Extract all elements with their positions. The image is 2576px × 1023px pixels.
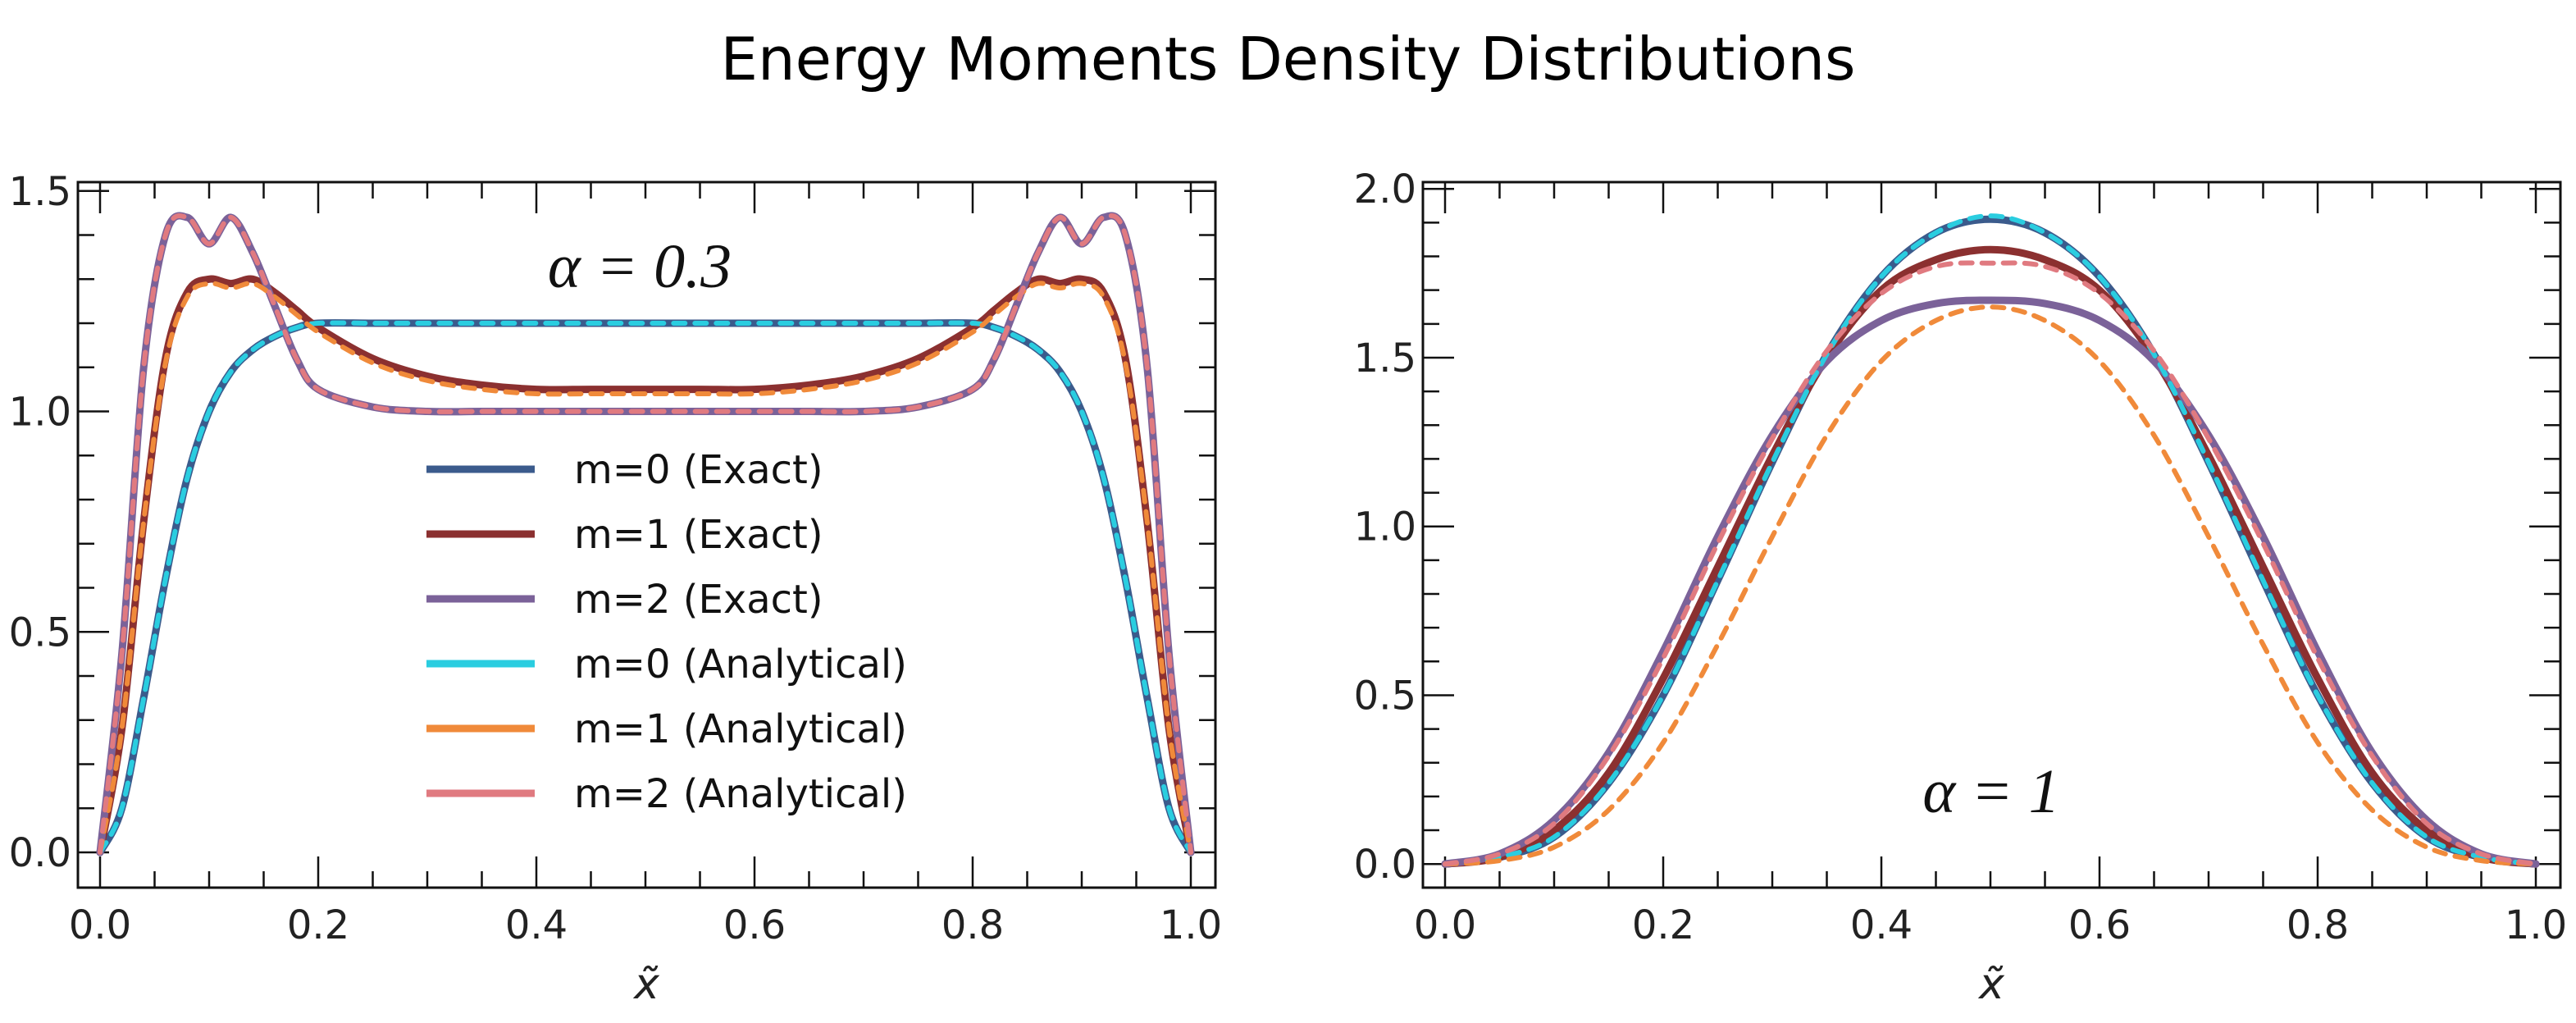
plot-frame <box>1421 180 2562 889</box>
y-tick-label: 1.0 <box>1354 505 1416 550</box>
series-line-m-1-analytical <box>98 281 1193 855</box>
page-title: Energy Moments Density Distributions <box>720 25 1856 94</box>
x-tick-label: 1.0 <box>1160 902 1222 948</box>
y-tick-label: 2.0 <box>1354 167 1416 212</box>
y-tick-label: 1.0 <box>9 390 71 436</box>
x-tick-label: 0.4 <box>1850 902 1913 948</box>
right-panel-alpha-1: 0.0 0.2 0.4 0.6 0.8 1.0 0.0 0.5 1.0 1.5 2.0 x̃ α = 1 <box>1354 167 2568 1009</box>
legend-label: m=2 (Exact) <box>574 577 823 623</box>
alpha-annotation: α = 1 <box>1922 757 2059 826</box>
y-tick-label: 0.0 <box>1354 842 1416 888</box>
x-tick-label: 0.8 <box>941 902 1004 948</box>
legend: m=0 (Exact) m=1 (Exact) m=2 (Exact) m=0 (An… <box>426 447 907 817</box>
series-line-m-1-exact <box>1441 245 2540 868</box>
x-tick-label: 0.6 <box>723 902 786 948</box>
alpha-annotation: α = 0.3 <box>548 232 732 301</box>
plot-frame <box>76 180 1217 889</box>
y-tick-label: 0.0 <box>9 830 71 876</box>
series-line-m-1-exact <box>96 275 1195 856</box>
x-tick-label: 0.2 <box>1632 902 1694 948</box>
legend-label: m=0 (Exact) <box>574 447 823 493</box>
x-axis-label: x̃ <box>632 960 660 1009</box>
x-tick-label: 1.0 <box>2505 902 2567 948</box>
legend-label: m=1 (Analytical) <box>574 706 907 752</box>
legend-label: m=1 (Exact) <box>574 512 823 558</box>
y-tick-label: 0.5 <box>9 610 71 655</box>
series-line-m-2-analytical <box>98 212 1193 855</box>
x-tick-label: 0.6 <box>2068 902 2131 948</box>
legend-label: m=0 (Analytical) <box>574 642 907 687</box>
series-line-m-0-analytical <box>1443 213 2538 867</box>
x-tick-label: 0.4 <box>505 902 568 948</box>
y-tick-label: 0.5 <box>1354 673 1416 719</box>
series-line-m-1-analytical <box>1443 304 2538 867</box>
x-tick-label: 0.0 <box>1414 902 1476 948</box>
series-line-m-0-analytical <box>98 320 1193 855</box>
x-tick-label: 0.2 <box>287 902 349 948</box>
y-tick-label: 1.5 <box>1354 336 1416 381</box>
left-panel-alpha-0.3: 0.0 0.2 0.4 0.6 0.8 1.0 0.0 0.5 1.0 1.5 x̃ α = 0.3 m… <box>9 169 1223 1009</box>
y-tick-label: 1.5 <box>9 169 71 215</box>
series-line-m-2-analytical <box>1443 260 2538 867</box>
x-axis-label: x̃ <box>1977 960 2005 1009</box>
x-tick-label: 0.8 <box>2286 902 2349 948</box>
x-tick-label: 0.0 <box>69 902 131 948</box>
legend-label: m=2 (Analytical) <box>574 771 907 817</box>
